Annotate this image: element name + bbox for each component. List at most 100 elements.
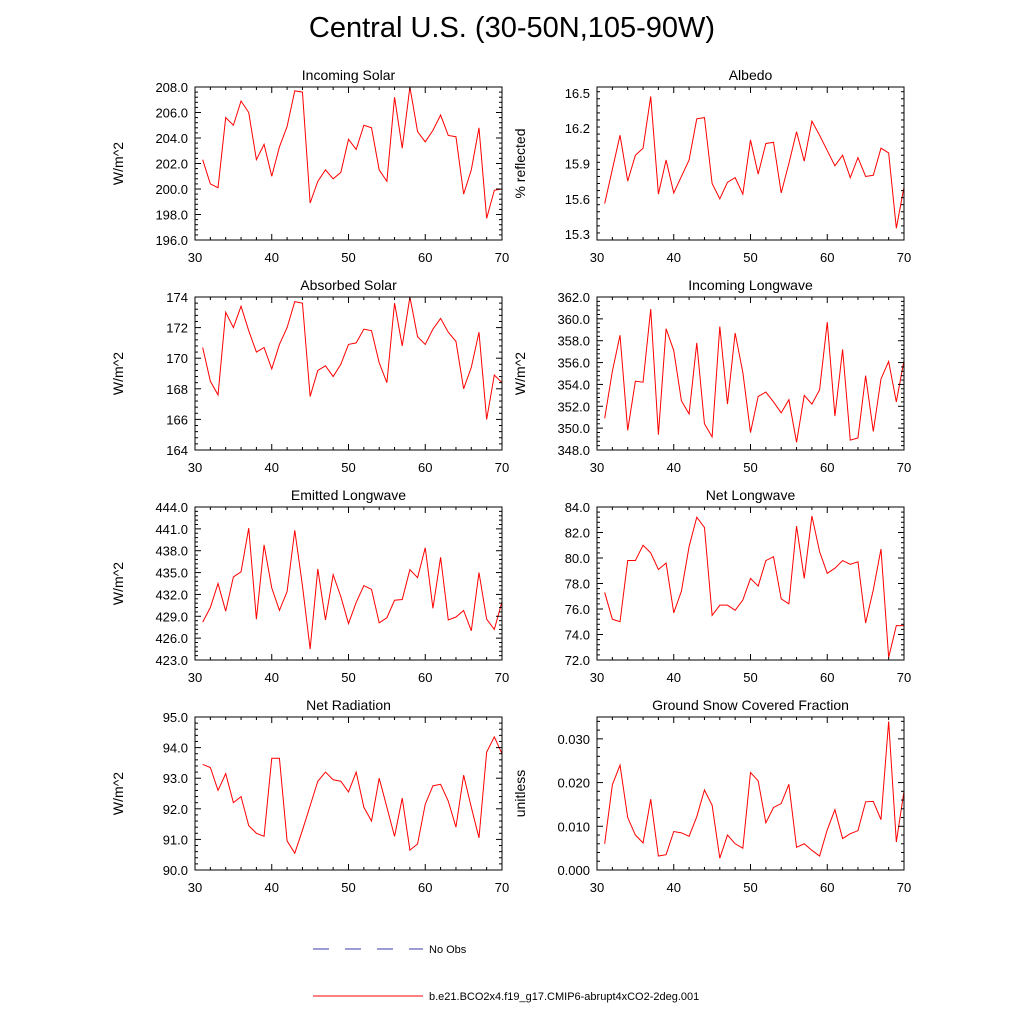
y-axis-label-ground-snow-covered-fraction: unitless bbox=[512, 770, 528, 817]
x-tick-label: 30 bbox=[590, 670, 604, 685]
y-tick-label: 354.0 bbox=[557, 377, 590, 392]
x-tick-label: 60 bbox=[418, 250, 432, 265]
x-tick-label: 30 bbox=[188, 880, 202, 895]
panel-title-emitted-longwave: Emitted Longwave bbox=[291, 487, 406, 503]
series-line-incoming-solar bbox=[202, 87, 502, 219]
y-tick-label: 202.0 bbox=[155, 157, 188, 172]
y-tick-label: 0.010 bbox=[557, 819, 590, 834]
series-line-absorbed-solar bbox=[202, 297, 502, 420]
y-tick-label: 0.020 bbox=[557, 776, 590, 791]
series-line-emitted-longwave bbox=[202, 528, 502, 650]
legend-label-no-obs: No Obs bbox=[429, 944, 467, 956]
panel-title-ground-snow-covered-fraction: Ground Snow Covered Fraction bbox=[652, 697, 849, 713]
x-tick-label: 50 bbox=[743, 250, 757, 265]
plot-frame-net-radiation bbox=[194, 716, 503, 871]
y-axis-label-incoming-longwave: W/m^2 bbox=[512, 352, 528, 395]
y-tick-label: 0.000 bbox=[557, 863, 590, 878]
plot-frame-net-longwave bbox=[596, 506, 905, 661]
y-axis-label-absorbed-solar: W/m^2 bbox=[110, 352, 126, 395]
plot-frame-incoming-solar bbox=[194, 86, 503, 241]
y-tick-label: 441.0 bbox=[155, 522, 188, 537]
panel-absorbed-solar: 30 40 50 60 70 164 166 168 170 172 174 Absorbed Sol… bbox=[110, 277, 509, 475]
x-tick-label: 60 bbox=[820, 880, 834, 895]
x-tick-label: 60 bbox=[820, 460, 834, 475]
panel-title-net-longwave: Net Longwave bbox=[706, 487, 796, 503]
y-axis-label-net-radiation: W/m^2 bbox=[110, 772, 126, 815]
panel-albedo: 30 40 50 60 70 15.3 15.6 15.9 16.2 16.5 Albedo % re… bbox=[512, 67, 911, 265]
x-tick-label: 40 bbox=[667, 460, 681, 475]
panel-emitted-longwave: 30 40 50 60 70 423.0 426.0 429.0 432.0 435.0 438.0… bbox=[110, 487, 509, 685]
plot-frame-ground-snow-covered-fraction bbox=[596, 716, 905, 871]
y-tick-label: 352.0 bbox=[557, 399, 590, 414]
y-tick-label: 91.0 bbox=[163, 832, 188, 847]
y-tick-label: 0.030 bbox=[557, 732, 590, 747]
x-tick-label: 70 bbox=[495, 460, 509, 475]
y-tick-label: 74.0 bbox=[565, 628, 590, 643]
y-tick-label: 426.0 bbox=[155, 631, 188, 646]
y-tick-label: 204.0 bbox=[155, 131, 188, 146]
panel-net-longwave: 30 40 50 60 70 72.0 74.0 76.0 78.0 80.0 82.0 84.0 Ne… bbox=[565, 487, 912, 685]
panel-title-incoming-longwave: Incoming Longwave bbox=[688, 277, 813, 293]
chart-legend: No Obs b.e21.BCO2x4.f19_g17.CMIP6-abrupt… bbox=[313, 944, 699, 1003]
x-tick-label: 30 bbox=[590, 460, 604, 475]
x-tick-label: 70 bbox=[495, 250, 509, 265]
y-tick-label: 16.2 bbox=[565, 121, 590, 136]
x-tick-label: 40 bbox=[667, 250, 681, 265]
y-tick-label: 174 bbox=[166, 290, 188, 305]
x-tick-label: 40 bbox=[265, 670, 279, 685]
y-tick-label: 435.0 bbox=[155, 566, 188, 581]
y-tick-label: 72.0 bbox=[565, 653, 590, 668]
plot-frame-albedo bbox=[596, 86, 905, 241]
panel-net-radiation: 30 40 50 60 70 90.0 91.0 92.0 93.0 94.0 95.0 Net Ra… bbox=[110, 697, 509, 895]
panel-title-net-radiation: Net Radiation bbox=[306, 697, 391, 713]
y-tick-label: 90.0 bbox=[163, 863, 188, 878]
y-tick-label: 356.0 bbox=[557, 356, 590, 371]
x-tick-label: 60 bbox=[418, 670, 432, 685]
series-line-net-radiation bbox=[202, 735, 502, 855]
x-tick-label: 30 bbox=[188, 250, 202, 265]
x-tick-label: 50 bbox=[341, 670, 355, 685]
chart-panels: 30 40 50 60 70 196.0 198.0 200.0 202.0 204.0 206.0… bbox=[110, 67, 912, 895]
x-tick-label: 40 bbox=[667, 880, 681, 895]
series-line-incoming-longwave bbox=[604, 308, 904, 443]
page-title: Central U.S. (30-50N,105-90W) bbox=[308, 12, 716, 44]
x-tick-label: 70 bbox=[897, 460, 911, 475]
x-tick-label: 70 bbox=[495, 880, 509, 895]
x-tick-label: 50 bbox=[341, 460, 355, 475]
y-tick-label: 15.3 bbox=[565, 227, 590, 242]
x-tick-label: 70 bbox=[897, 250, 911, 265]
y-tick-label: 15.6 bbox=[565, 192, 590, 207]
y-tick-label: 444.0 bbox=[155, 500, 188, 515]
x-tick-label: 60 bbox=[820, 670, 834, 685]
x-tick-label: 50 bbox=[743, 880, 757, 895]
y-axis-label-incoming-solar: W/m^2 bbox=[110, 142, 126, 185]
y-tick-label: 362.0 bbox=[557, 290, 590, 305]
legend-label-model-run: b.e21.BCO2x4.f19_g17.CMIP6-abrupt4xCO2-2… bbox=[429, 991, 699, 1003]
panel-title-absorbed-solar: Absorbed Solar bbox=[300, 277, 397, 293]
y-tick-label: 94.0 bbox=[163, 741, 188, 756]
y-tick-label: 93.0 bbox=[163, 771, 188, 786]
x-tick-label: 40 bbox=[265, 250, 279, 265]
x-tick-label: 40 bbox=[265, 880, 279, 895]
panel-incoming-longwave: 30 40 50 60 70 348.0 350.0 352.0 354.0 356.0 358.0… bbox=[512, 277, 911, 475]
y-tick-label: 208.0 bbox=[155, 80, 188, 95]
y-tick-label: 200.0 bbox=[155, 182, 188, 197]
x-tick-label: 30 bbox=[188, 460, 202, 475]
y-tick-label: 429.0 bbox=[155, 609, 188, 624]
y-tick-label: 168 bbox=[166, 382, 188, 397]
panel-ground-snow-covered-fraction: 30 40 50 60 70 0.000 0.010 0.020 0.030 Ground Sno… bbox=[512, 697, 911, 895]
y-tick-label: 432.0 bbox=[155, 587, 188, 602]
y-tick-label: 84.0 bbox=[565, 500, 590, 515]
panel-incoming-solar: 30 40 50 60 70 196.0 198.0 200.0 202.0 204.0 206.0… bbox=[110, 67, 509, 265]
series-line-ground-snow-covered-fraction bbox=[604, 721, 904, 859]
plot-frame-emitted-longwave bbox=[194, 506, 503, 661]
x-tick-label: 50 bbox=[743, 670, 757, 685]
x-tick-label: 30 bbox=[188, 670, 202, 685]
x-tick-label: 70 bbox=[897, 670, 911, 685]
y-tick-label: 16.5 bbox=[565, 86, 590, 101]
y-tick-label: 423.0 bbox=[155, 653, 188, 668]
y-tick-label: 360.0 bbox=[557, 312, 590, 327]
x-tick-label: 60 bbox=[418, 880, 432, 895]
x-tick-label: 40 bbox=[265, 460, 279, 475]
